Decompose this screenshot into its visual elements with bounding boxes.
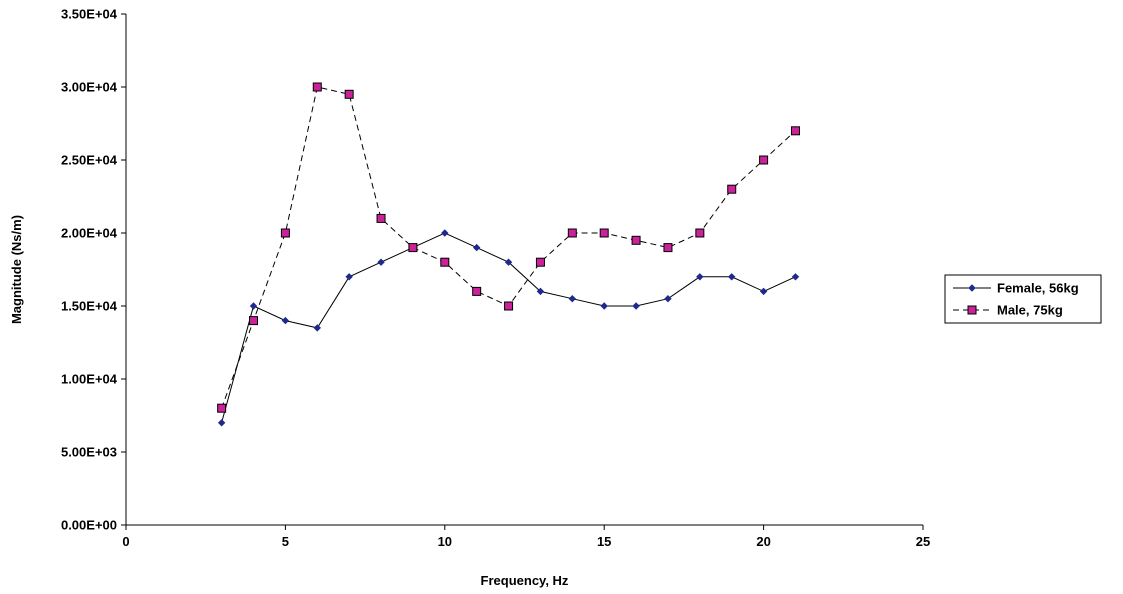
data-point bbox=[376, 213, 386, 223]
legend-box bbox=[944, 274, 1102, 324]
data-point bbox=[440, 257, 450, 267]
data-point bbox=[281, 316, 290, 325]
data-point bbox=[249, 302, 258, 310]
x-tick-label: 5 bbox=[282, 534, 289, 549]
data-point bbox=[313, 324, 321, 332]
data-point bbox=[567, 228, 577, 238]
data-point bbox=[632, 302, 640, 310]
data-point bbox=[790, 126, 800, 136]
data-point bbox=[217, 419, 226, 427]
data-point bbox=[536, 287, 545, 296]
legend-label: Female, 56kg bbox=[997, 281, 1079, 296]
data-point bbox=[600, 302, 608, 310]
data-point bbox=[968, 284, 976, 292]
data-point bbox=[441, 229, 449, 237]
y-tick-label: 3.50E+04 bbox=[61, 7, 118, 22]
data-point bbox=[312, 82, 322, 92]
data-point bbox=[696, 273, 704, 281]
data-point bbox=[345, 273, 353, 281]
data-point bbox=[631, 235, 641, 245]
legend-item-2: Male, 75kg bbox=[953, 303, 1063, 318]
data-point bbox=[663, 243, 673, 253]
y-tick-label: 3.00E+04 bbox=[61, 80, 118, 95]
data-point bbox=[568, 294, 577, 303]
x-tick-label: 0 bbox=[122, 534, 129, 549]
y-tick-label: 2.50E+04 bbox=[61, 153, 118, 168]
data-point bbox=[664, 294, 672, 303]
data-point bbox=[249, 316, 259, 326]
data-point bbox=[535, 257, 545, 267]
x-tick-label: 15 bbox=[597, 534, 611, 549]
series-2 bbox=[217, 82, 800, 413]
data-point bbox=[791, 273, 800, 281]
data-point bbox=[728, 273, 736, 281]
axis-ticks: 0.00E+00 5.00E+03 1.00E+04 1.50E+04 2.00E+04… bbox=[61, 7, 930, 550]
x-tick-label: 20 bbox=[756, 534, 770, 549]
data-point bbox=[599, 228, 609, 238]
x-axis-title: Frequency, Hz bbox=[481, 573, 569, 588]
data-point bbox=[280, 228, 290, 238]
data-point bbox=[377, 258, 385, 266]
data-point bbox=[472, 286, 482, 296]
data-point bbox=[727, 184, 737, 194]
data-point bbox=[695, 228, 705, 238]
y-tick-label: 5.00E+03 bbox=[61, 445, 117, 460]
data-point bbox=[759, 287, 768, 296]
axes bbox=[125, 14, 923, 526]
data-point bbox=[504, 258, 513, 266]
series-1 bbox=[217, 229, 800, 427]
data-point bbox=[344, 89, 354, 99]
data-point bbox=[472, 243, 481, 252]
y-tick-label: 2.00E+04 bbox=[61, 226, 118, 241]
plot-area bbox=[217, 82, 800, 427]
series-line bbox=[221, 86, 796, 409]
y-tick-label: 1.00E+04 bbox=[61, 372, 118, 387]
legend-label: Male, 75kg bbox=[997, 303, 1063, 318]
data-point bbox=[759, 155, 769, 165]
data-point bbox=[504, 301, 514, 311]
y-tick-label: 1.50E+04 bbox=[61, 299, 118, 314]
data-point bbox=[408, 243, 418, 253]
y-axis-title: Magnitude (Ns/m) bbox=[9, 215, 24, 324]
legend-item-1: Female, 56kg bbox=[953, 281, 1079, 296]
y-tick-label: 0.00E+00 bbox=[61, 518, 117, 533]
data-point bbox=[217, 403, 227, 413]
x-tick-label: 25 bbox=[916, 534, 930, 549]
legend: Female, 56kg Male, 75kg bbox=[944, 274, 1102, 324]
data-point bbox=[967, 305, 977, 315]
x-tick-label: 10 bbox=[438, 534, 452, 549]
